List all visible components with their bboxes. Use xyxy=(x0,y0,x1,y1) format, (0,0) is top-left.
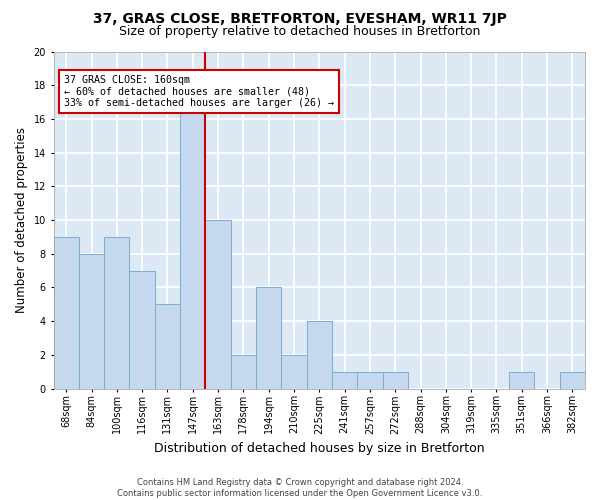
Bar xyxy=(104,237,130,388)
Bar xyxy=(509,372,535,388)
Text: Size of property relative to detached houses in Bretforton: Size of property relative to detached ho… xyxy=(119,25,481,38)
Text: 37, GRAS CLOSE, BRETFORTON, EVESHAM, WR11 7JP: 37, GRAS CLOSE, BRETFORTON, EVESHAM, WR1… xyxy=(93,12,507,26)
Bar xyxy=(357,372,383,388)
Bar xyxy=(53,237,79,388)
Bar xyxy=(79,254,104,388)
Text: 37 GRAS CLOSE: 160sqm
← 60% of detached houses are smaller (48)
33% of semi-deta: 37 GRAS CLOSE: 160sqm ← 60% of detached … xyxy=(64,75,334,108)
Bar xyxy=(256,288,281,388)
Bar xyxy=(383,372,408,388)
Bar xyxy=(281,355,307,388)
Text: Contains HM Land Registry data © Crown copyright and database right 2024.
Contai: Contains HM Land Registry data © Crown c… xyxy=(118,478,482,498)
Bar xyxy=(205,220,231,388)
Bar xyxy=(560,372,585,388)
X-axis label: Distribution of detached houses by size in Bretforton: Distribution of detached houses by size … xyxy=(154,442,485,455)
Bar xyxy=(332,372,357,388)
Y-axis label: Number of detached properties: Number of detached properties xyxy=(15,127,28,313)
Bar xyxy=(155,304,180,388)
Bar xyxy=(180,102,205,389)
Bar xyxy=(307,321,332,388)
Bar xyxy=(231,355,256,388)
Bar xyxy=(130,270,155,388)
